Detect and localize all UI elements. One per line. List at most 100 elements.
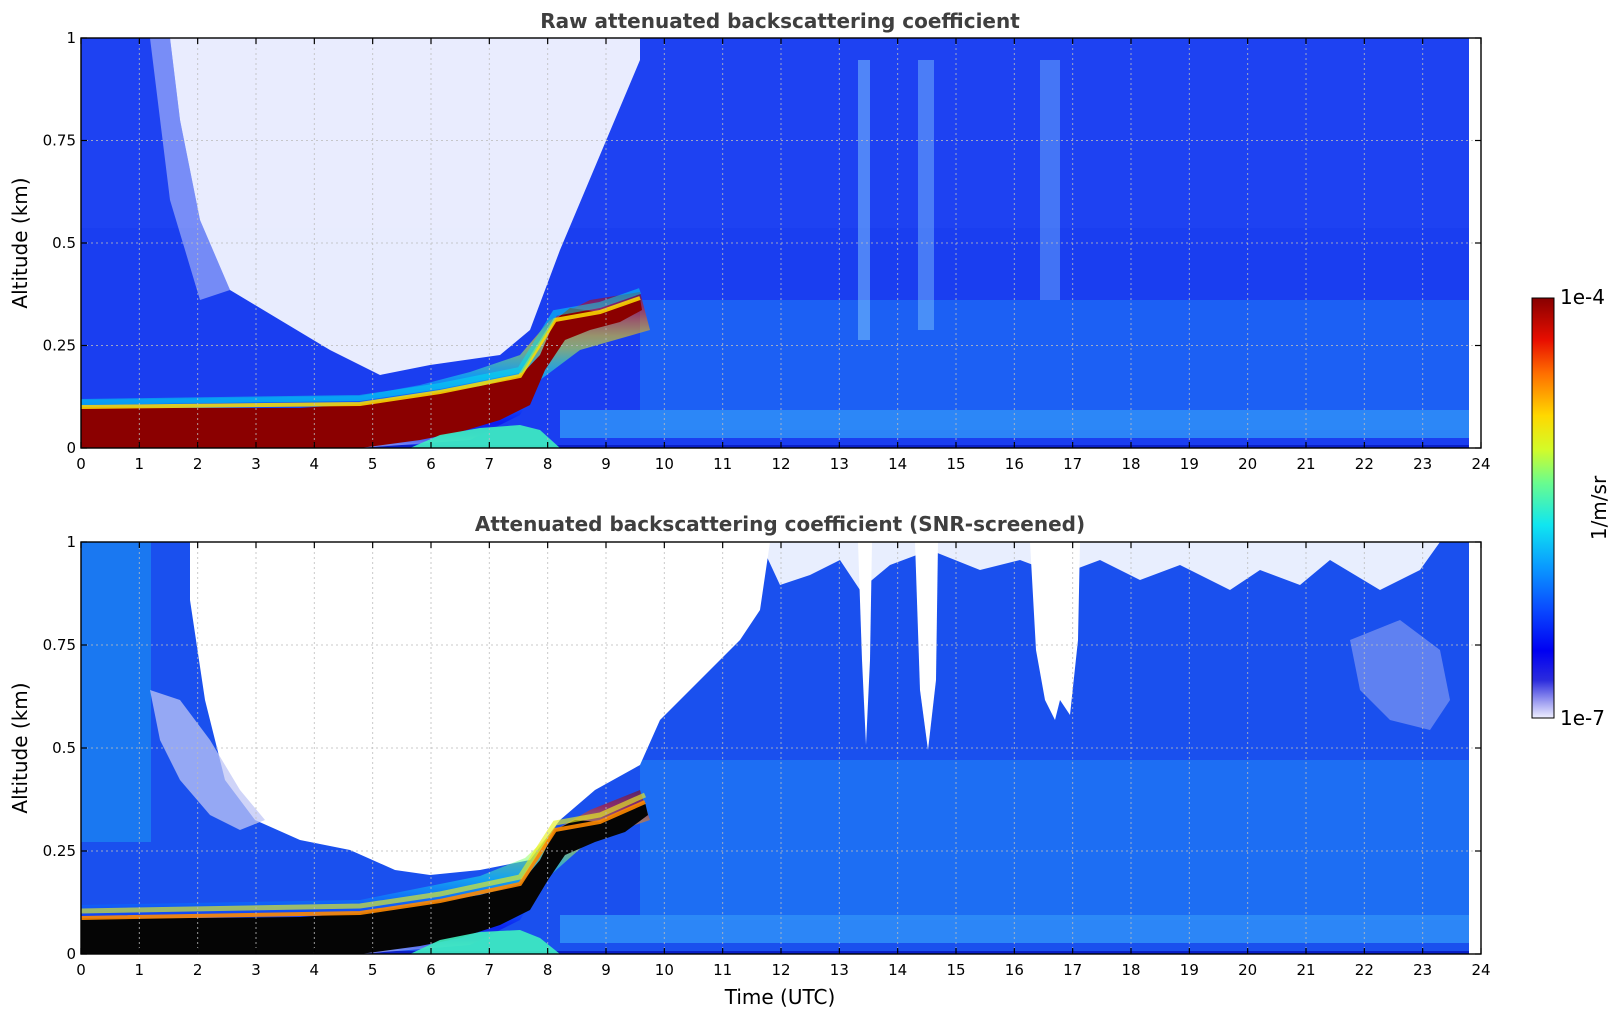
x-tick-label: 12 <box>771 961 790 979</box>
panel1-title: Raw attenuated backscattering coefficien… <box>540 9 1020 33</box>
y-tick-label: 1 <box>66 533 76 551</box>
x-tick-label: 17 <box>1063 961 1082 979</box>
x-tick-label: 11 <box>713 455 732 473</box>
x-tick-label: 24 <box>1471 961 1490 979</box>
x-tick-label: 14 <box>888 961 907 979</box>
panel2-xlabel: Time (UTC) <box>724 985 836 1009</box>
panel2-lower-haze <box>640 760 1469 920</box>
x-tick-label: 2 <box>193 961 203 979</box>
x-tick-label: 24 <box>1471 455 1490 473</box>
panel1-ticks <box>80 37 1482 449</box>
panel2-faint-patch-right <box>1350 620 1450 730</box>
x-tick-label: 4 <box>310 455 320 473</box>
panel1-layer-glow <box>81 288 641 405</box>
panel2-notch-17h <box>1030 542 1080 720</box>
colorbar: 1e-4 1e-7 1/m/sr <box>1531 285 1611 730</box>
x-tick-label: 23 <box>1413 455 1432 473</box>
y-tick-label: 0.25 <box>43 842 76 860</box>
panel1-clear-gap <box>170 38 640 375</box>
panel2-ylabel: Altitude (km) <box>8 682 32 813</box>
panel1-turquoise-base <box>410 425 560 448</box>
x-tick-label: 21 <box>1296 961 1315 979</box>
panel1-y-tick-labels: 0 0.25 0.5 0.75 1 <box>43 29 76 457</box>
panel2-surface-line <box>81 951 1469 954</box>
y-tick-label: 0.5 <box>52 739 76 757</box>
panel1-ylabel: Altitude (km) <box>8 177 32 308</box>
colorbar-min-label: 1e-7 <box>1560 706 1605 730</box>
x-tick-label: 16 <box>1005 455 1024 473</box>
x-tick-label: 13 <box>830 961 849 979</box>
x-tick-label: 3 <box>251 961 261 979</box>
x-tick-label: 13 <box>830 455 849 473</box>
x-tick-label: 23 <box>1413 961 1432 979</box>
x-tick-label: 19 <box>1180 455 1199 473</box>
y-tick-label: 0.75 <box>43 636 76 654</box>
x-tick-label: 5 <box>368 455 378 473</box>
y-tick-label: 0.5 <box>52 234 76 252</box>
x-tick-label: 20 <box>1238 455 1257 473</box>
x-tick-label: 6 <box>426 455 436 473</box>
panel1-grid <box>81 38 1481 448</box>
x-tick-label: 18 <box>1121 961 1140 979</box>
x-tick-label: 5 <box>368 961 378 979</box>
y-tick-label: 0.75 <box>43 132 76 150</box>
x-tick-label: 2 <box>193 455 203 473</box>
x-tick-label: 15 <box>946 455 965 473</box>
x-tick-label: 6 <box>426 961 436 979</box>
x-tick-label: 14 <box>888 455 907 473</box>
x-tick-label: 10 <box>655 455 674 473</box>
x-tick-label: 18 <box>1121 455 1140 473</box>
colorbar-unit-label: 1/m/sr <box>1587 475 1611 540</box>
panel2-heatmap <box>81 542 1469 954</box>
x-tick-label: 4 <box>310 961 320 979</box>
y-tick-label: 0.25 <box>43 337 76 355</box>
x-tick-label: 19 <box>1180 961 1199 979</box>
x-tick-label: 17 <box>1063 455 1082 473</box>
colorbar-gradient <box>1531 297 1555 719</box>
y-tick-label: 0 <box>66 945 76 963</box>
x-tick-label: 1 <box>135 961 145 979</box>
panel1-surface-line <box>81 445 1469 448</box>
x-tick-label: 22 <box>1355 455 1374 473</box>
panel1-x-tick-labels: 0 1 2 3 4 5 6 7 8 9 10 11 12 13 14 15 16 17 18 19 20 21 22 23 24 <box>76 455 1490 473</box>
panel1-layer-top-edge <box>81 296 641 409</box>
panel2-faint-patch-left <box>150 690 265 830</box>
panel2-title: Attenuated backscattering coefficient (S… <box>475 512 1085 536</box>
panel2-screened-top-right <box>760 542 1440 590</box>
x-tick-label: 3 <box>251 455 261 473</box>
x-tick-label: 10 <box>655 961 674 979</box>
panel1-clear-gap-edges <box>150 38 230 300</box>
panel2-x-tick-labels: 0 1 2 3 4 5 6 7 8 9 10 11 12 13 14 15 16 17 18 19 20 21 22 23 24 <box>76 961 1490 979</box>
x-tick-label: 16 <box>1005 961 1024 979</box>
panel2-turquoise-base <box>410 930 560 954</box>
panel2-left-haze <box>81 542 151 842</box>
x-tick-label: 11 <box>713 961 732 979</box>
x-tick-label: 1 <box>135 455 145 473</box>
x-tick-label: 20 <box>1238 961 1257 979</box>
panel2-grid <box>81 542 1481 954</box>
x-tick-label: 21 <box>1296 455 1315 473</box>
panel2-boundary-layer <box>81 802 648 954</box>
x-tick-label: 0 <box>76 455 86 473</box>
x-tick-label: 7 <box>485 961 495 979</box>
x-tick-label: 7 <box>485 455 495 473</box>
panel2-layer-glow <box>81 792 647 914</box>
x-tick-label: 0 <box>76 961 86 979</box>
y-tick-label: 0 <box>66 439 76 457</box>
colorbar-max-label: 1e-4 <box>1560 285 1605 309</box>
x-tick-label: 8 <box>543 961 553 979</box>
x-tick-label: 22 <box>1355 961 1374 979</box>
x-tick-label: 9 <box>601 961 611 979</box>
panel1-noise-column-17h <box>1040 60 1060 300</box>
x-tick-label: 9 <box>601 455 611 473</box>
panel1-noise-column-13h <box>858 60 870 340</box>
panel-screened: Attenuated backscattering coefficient (S… <box>8 512 1491 1009</box>
panel2-y-tick-labels: 0 0.25 0.5 0.75 1 <box>43 533 76 963</box>
panel2-notch-14h <box>915 542 938 750</box>
panel1-lower-haze <box>640 300 1469 430</box>
panel2-layer-top-edge <box>81 800 646 920</box>
y-tick-label: 1 <box>66 29 76 47</box>
x-tick-label: 8 <box>543 455 553 473</box>
panel1-noise-column-14h <box>918 60 934 330</box>
